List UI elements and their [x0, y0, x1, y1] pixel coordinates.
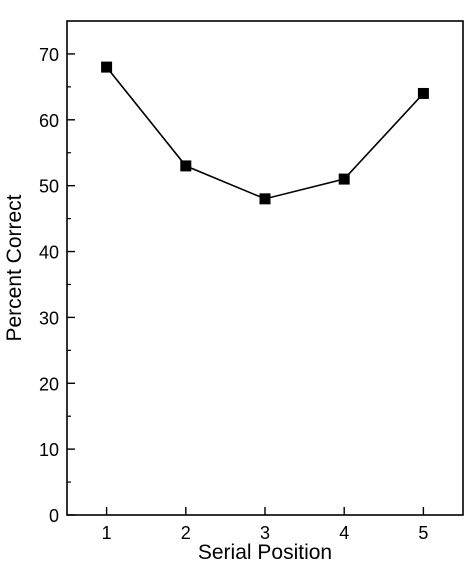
x-tick-label: 4	[339, 523, 349, 543]
y-tick-label: 20	[39, 374, 59, 394]
data-point-marker	[338, 173, 350, 185]
y-tick-label: 40	[39, 243, 59, 263]
y-tick-label: 60	[39, 111, 59, 131]
x-tick-label: 1	[102, 523, 112, 543]
y-tick-label: 0	[49, 506, 59, 526]
y-tick-label: 70	[39, 45, 59, 65]
x-tick-label: 2	[181, 523, 191, 543]
series-line	[105, 66, 424, 200]
data-point-marker	[180, 160, 192, 172]
data-point-marker	[259, 193, 271, 205]
series-layer	[101, 61, 429, 205]
y-tick-label: 30	[39, 308, 59, 328]
x-axis-ticks: 1 2 3 4 5	[102, 507, 428, 543]
y-tick-label: 50	[39, 177, 59, 197]
x-tick-label: 3	[260, 523, 270, 543]
x-axis-label: Serial Position	[198, 541, 332, 564]
x-tick-label: 5	[418, 523, 428, 543]
data-point-marker	[101, 61, 113, 73]
y-tick-label: 10	[39, 440, 59, 460]
y-axis-label: Percent Correct	[3, 194, 26, 341]
y-axis-ticks: 0 10 20 30 40 50 60 70	[39, 45, 75, 526]
plot-frame	[66, 20, 464, 516]
data-point-marker	[417, 87, 429, 99]
